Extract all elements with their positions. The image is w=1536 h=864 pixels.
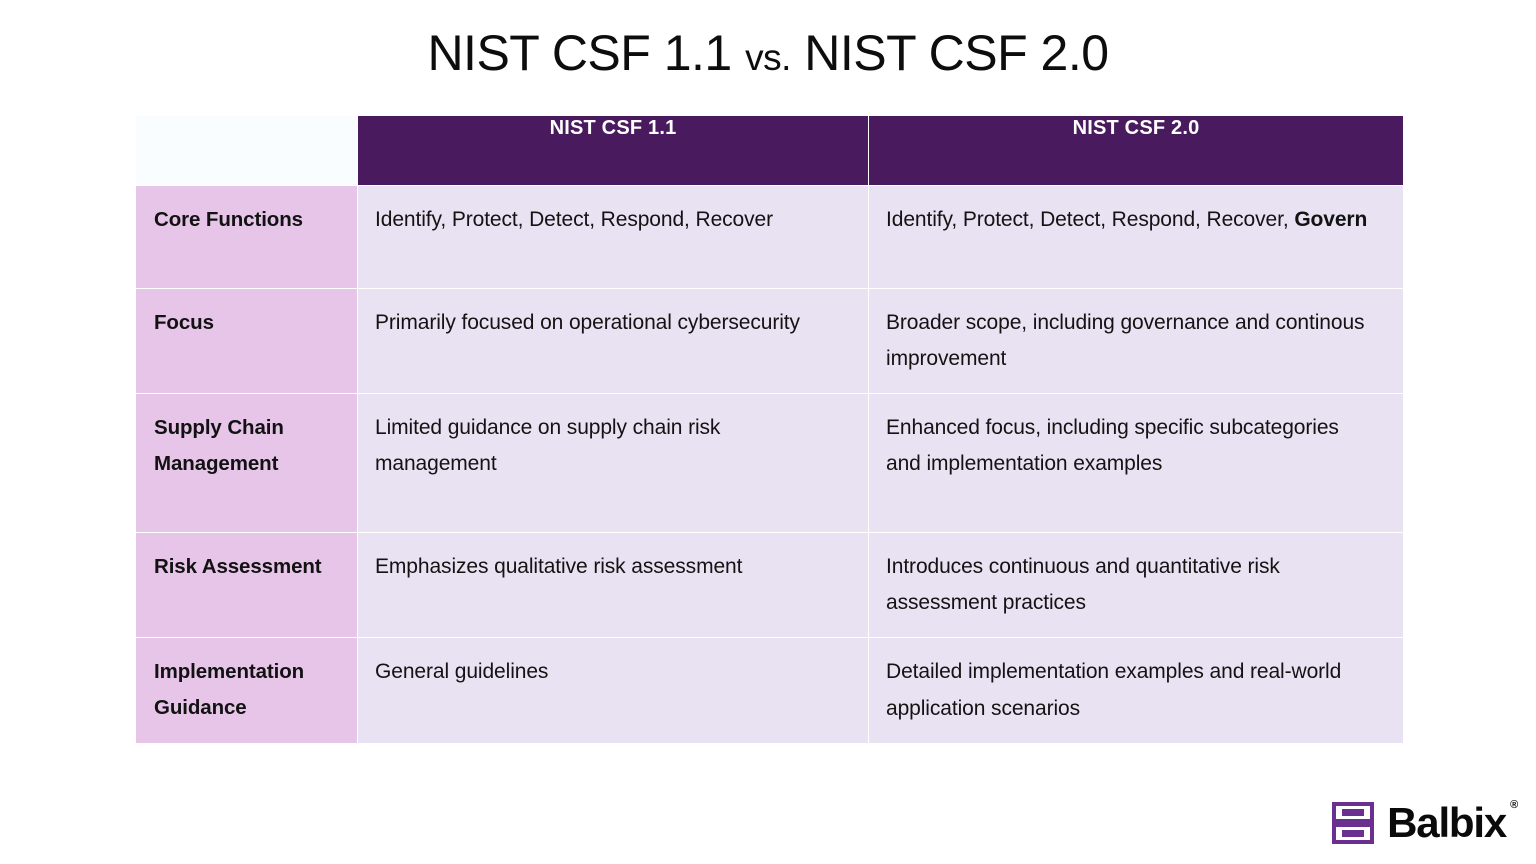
cell-risk-assessment-v20: Introduces continuous and quantitative r… [868,532,1404,639]
cell-text-plain: Detailed implementation examples and rea… [886,660,1342,720]
cell-implementation-guidance-v11: General guidelines [357,637,869,744]
cell-core-functions-v11: Identify, Protect, Detect, Respond, Reco… [357,185,869,289]
cell-supply-chain-management-v20: Enhanced focus, including specific subca… [868,393,1404,534]
cell-text-plain: Broader scope, including governance and … [886,311,1365,371]
registered-trademark-icon: ® [1510,799,1518,811]
page-title: NIST CSF 1.1 vs. NIST CSF 2.0 [0,24,1536,82]
page-title-part-1: NIST CSF 1.1 [427,25,746,81]
table-row: Core Functions Identify, Protect, Detect… [135,185,1404,289]
cell-supply-chain-management-v11: Limited guidance on supply chain risk ma… [357,393,869,534]
table-body: Core Functions Identify, Protect, Detect… [135,185,1404,744]
comparison-table-container: Feature NIST CSF 1.1 NIST CSF 2.0 Core F… [135,115,1404,744]
cell-implementation-guidance-v20: Detailed implementation examples and rea… [868,637,1404,744]
table-row: Implementation Guidance General guidelin… [135,637,1404,744]
cell-risk-assessment-v11: Emphasizes qualitative risk assessment [357,532,869,639]
page-title-vs: vs. [745,37,791,78]
cell-focus-v11: Primarily focused on operational cyberse… [357,287,869,395]
row-label-supply-chain-management: Supply Chain Management [135,393,358,534]
table-header: Feature NIST CSF 1.1 NIST CSF 2.0 [135,115,1404,186]
row-label-focus: Focus [135,287,358,395]
balbix-wordmark-text: Balbix [1387,799,1507,846]
cell-core-functions-v20: Identify, Protect, Detect, Respond, Reco… [868,185,1404,289]
cell-text-plain: Enhanced focus, including specific subca… [886,416,1339,476]
balbix-stacked-bars-icon [1332,802,1375,844]
column-header-feature: Feature [135,115,358,186]
table-row: Supply Chain Management Limited guidance… [135,393,1404,534]
balbix-wordmark: Balbix ® [1387,799,1518,846]
row-label-core-functions: Core Functions [135,185,358,289]
table-row: Focus Primarily focused on operational c… [135,287,1404,395]
table-header-row: Feature NIST CSF 1.1 NIST CSF 2.0 [135,115,1404,186]
cell-text-plain: Introduces continuous and quantitative r… [886,555,1280,615]
page-title-part-2: NIST CSF 2.0 [790,25,1109,81]
cell-text-emphasis: Govern [1294,208,1368,231]
cell-text-plain: Identify, Protect, Detect, Respond, Reco… [886,208,1295,231]
cell-focus-v20: Broader scope, including governance and … [868,287,1404,395]
column-header-nist-csf-20: NIST CSF 2.0 [868,115,1404,186]
row-label-risk-assessment: Risk Assessment [135,532,358,639]
row-label-implementation-guidance: Implementation Guidance [135,637,358,744]
table-row: Risk Assessment Emphasizes qualitative r… [135,532,1404,639]
column-header-nist-csf-11: NIST CSF 1.1 [357,115,869,186]
balbix-logo: Balbix ® [1332,799,1518,846]
nist-csf-comparison-table: Feature NIST CSF 1.1 NIST CSF 2.0 Core F… [135,115,1404,744]
